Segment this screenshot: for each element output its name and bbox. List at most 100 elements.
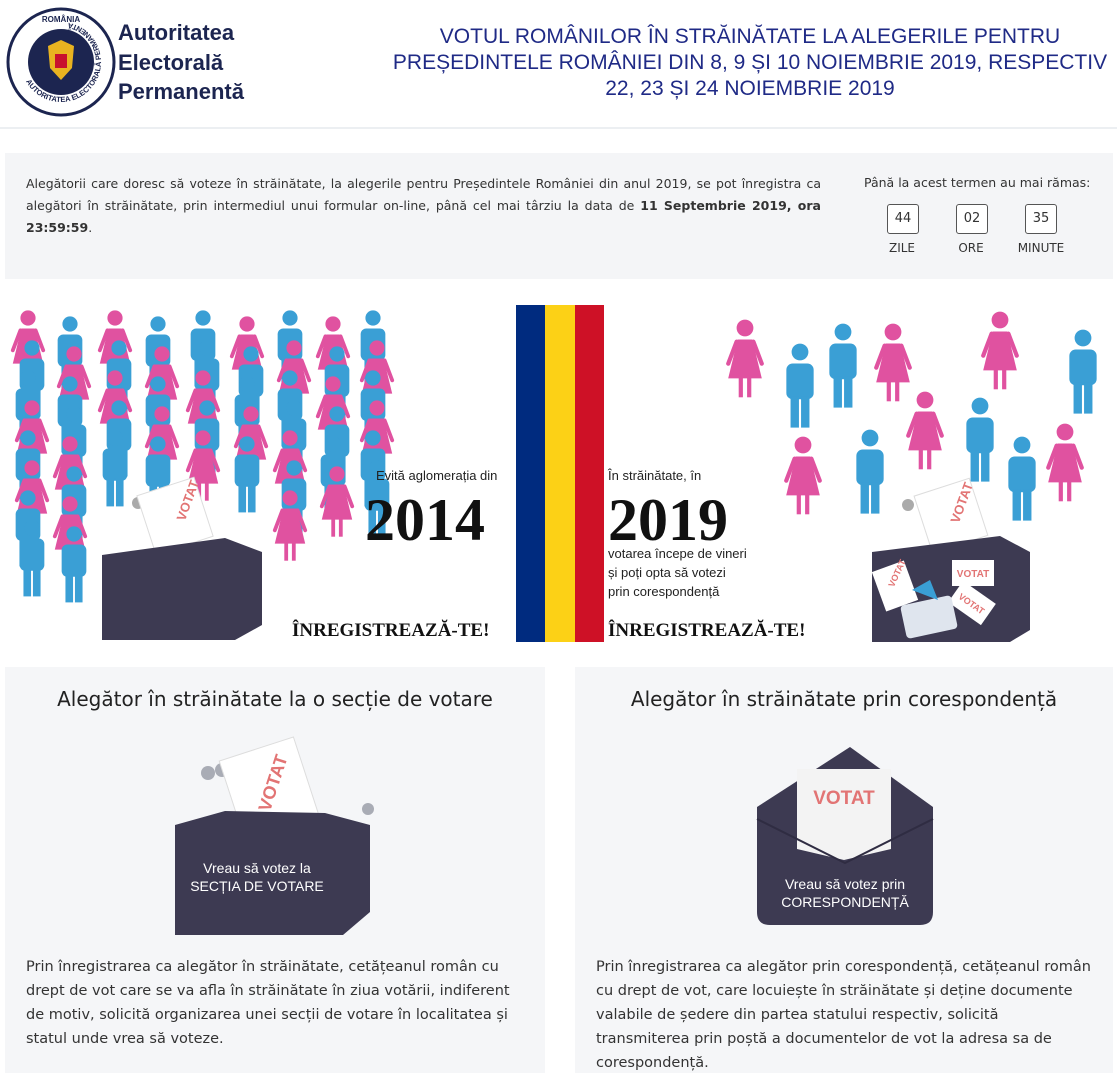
figure-part [272, 448, 308, 473]
figure-part [874, 343, 912, 370]
figure-part [284, 541, 289, 561]
page-title: VOTUL ROMÂNILOR ÎN STRĂINĂTATE LA ALEGER… [370, 24, 1117, 102]
figure-part [319, 484, 355, 509]
countdown-value: 44 [887, 204, 919, 234]
figure-part [1048, 443, 1082, 483]
countdown-value: 35 [1025, 204, 1057, 234]
card: Alegător în străinătate la o secție de v… [5, 667, 545, 1073]
figure-part [315, 394, 351, 419]
banner-cta: ÎNREGISTREAZĂ-TE! [292, 619, 489, 641]
figure-part [791, 343, 809, 361]
figure-part [282, 430, 298, 446]
figure-part [24, 520, 40, 536]
envelope-fold [756, 818, 934, 865]
banner-intro: Evită aglomerația din [376, 468, 497, 483]
card-description: Prin înregistrarea ca alegător în străin… [26, 959, 510, 1047]
figure-part [20, 370, 36, 386]
figure-part [154, 346, 170, 362]
banner-line: și poți opta să votezi [608, 565, 726, 580]
vote-station-link[interactable]: VOTAT Vreau să votez la SECȚIA DE VOTARE [5, 727, 545, 942]
figure-part [1008, 456, 1036, 493]
header: ROMÂNIA AUTORITATEA ELECTORALĂ PERMANENT… [0, 0, 1117, 129]
figure-part [291, 541, 296, 561]
figure-part [19, 538, 45, 571]
figure-part [282, 370, 298, 386]
figure-part [1084, 382, 1093, 414]
figure-part [145, 454, 171, 487]
figure-part [229, 334, 265, 359]
figure-part [14, 478, 50, 503]
org-name: Electorală [118, 50, 224, 75]
ballot-label: VOTAT [813, 788, 875, 809]
logo-shield [55, 54, 67, 68]
figure-part [1046, 443, 1084, 470]
deadline: 11 Septembrie 2019, ora 23:59:59 [26, 198, 821, 235]
figure-part [1013, 436, 1031, 454]
figure-part [916, 391, 934, 409]
figure-part [829, 343, 857, 380]
ballot-box: VOTAT VOTAT VOTAT VOTAT [871, 477, 1030, 642]
figure-part [62, 376, 78, 392]
figure-part [834, 323, 852, 341]
figure-part [111, 400, 127, 416]
figure-part [144, 364, 180, 389]
notice-end: . [88, 220, 93, 235]
people [10, 310, 1097, 603]
figure-part [325, 376, 341, 392]
figure-part [239, 316, 255, 332]
figure-part [247, 483, 256, 513]
figure-part [368, 507, 377, 537]
figure-part [981, 331, 1019, 358]
ballot-box: VOTAT [102, 476, 262, 640]
figure-part [233, 424, 269, 449]
figure-part [66, 346, 82, 362]
figure-part [272, 508, 308, 533]
figure-part [329, 466, 345, 482]
countdown-unit: ZILE [888, 241, 916, 255]
figure-part [786, 456, 820, 496]
mail-vote-link[interactable]: VOTAT Vreau să votez prin CORESPONDENȚĂ [575, 727, 1113, 942]
button-text: Vreau să votez la [203, 860, 311, 876]
figure-part [282, 310, 298, 326]
banner[interactable]: Evită aglomerația din 2014 ÎNREGISTREAZĂ… [0, 290, 1117, 650]
figure-part [239, 376, 255, 392]
figure-part [97, 388, 133, 413]
figure-part [747, 376, 752, 398]
figure-part [102, 448, 128, 481]
figure-part [860, 482, 869, 514]
figure-part [1069, 349, 1097, 386]
ballot [871, 560, 919, 612]
figure-part [276, 358, 312, 383]
title-line: VOTUL ROMÂNILOR ÎN STRĂINĂTATE LA ALEGER… [439, 25, 1061, 48]
figure-part [20, 310, 36, 326]
ballot [952, 560, 994, 586]
figure-part [24, 460, 40, 476]
hole [902, 499, 914, 511]
figure-part [274, 508, 306, 544]
figure-part [377, 507, 386, 537]
figure-part [359, 358, 395, 383]
figure-part [24, 340, 40, 356]
card-description: Prin înregistrarea ca alegător prin core… [596, 959, 1091, 1071]
figure-part [195, 370, 211, 386]
figure-part [331, 517, 336, 537]
figure-part [966, 417, 994, 454]
figure-part [52, 514, 88, 539]
figure-part [329, 346, 345, 362]
figure-part [861, 429, 879, 447]
logo-top-text: ROMÂNIA [42, 15, 80, 24]
figure-part [10, 328, 46, 353]
banner-intro: În străinătate, în [607, 468, 701, 483]
figure-part [833, 376, 842, 408]
figure-part [856, 449, 884, 486]
figure-part [906, 411, 944, 438]
title-line: 22, 23 ȘI 24 NOIEMBRIE 2019 [605, 77, 895, 100]
figure-part [74, 573, 83, 603]
notice-text: Alegătorii care doresc să voteze în stră… [26, 173, 821, 239]
figure-part [876, 343, 910, 383]
figure-part [1056, 423, 1074, 441]
figure-part [185, 448, 221, 473]
notice: Alegătorii care doresc să voteze în stră… [5, 153, 1113, 279]
